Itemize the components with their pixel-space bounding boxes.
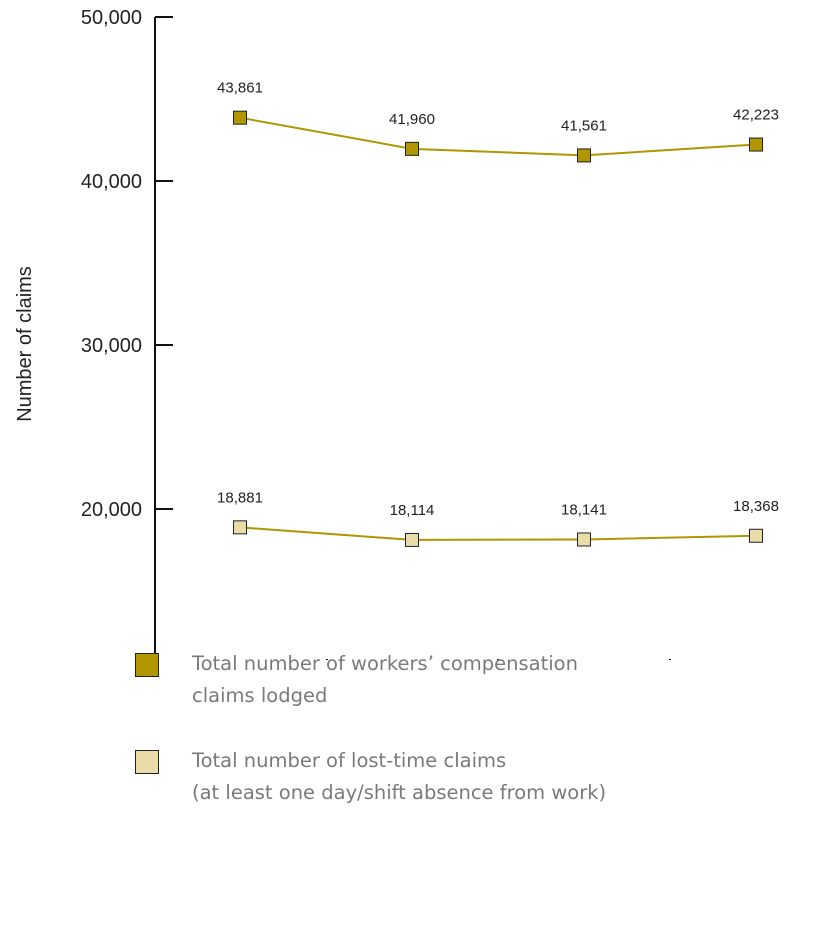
legend-swatch-lost-time xyxy=(135,750,159,774)
legend-item-workers-compensation: Total number of workers’ compensation cl… xyxy=(135,652,578,712)
series-1: 43,861 41,960 41,561 42,223 xyxy=(217,80,779,163)
legend-label-lost-time: Total number of lost-time claims (at lea… xyxy=(192,745,606,809)
series-group: 43,861 41,960 41,561 42,223 18,881 18,114 18,1… xyxy=(217,80,779,547)
legend-label-workers-compensation: Total number of workers’ compensation cl… xyxy=(192,648,578,712)
data-label: 41,960 xyxy=(389,111,435,128)
legend-label-line: Total number of lost-time claims xyxy=(192,749,507,772)
legend-swatch-workers-compensation xyxy=(135,653,159,677)
data-point-marker xyxy=(233,110,247,125)
data-label: 42,223 xyxy=(733,107,779,124)
y-axis-title: Number of claims xyxy=(14,266,36,422)
y-tick-label: 50,000 xyxy=(81,7,142,29)
y-tick-label: 20,000 xyxy=(81,499,142,521)
legend-label-line: claims lodged xyxy=(192,684,328,707)
data-point-marker xyxy=(577,532,591,547)
data-label: 18,114 xyxy=(390,502,435,519)
series-line xyxy=(239,116,757,157)
y-tick-label: 40,000 xyxy=(81,171,142,193)
data-point-marker xyxy=(749,528,763,543)
data-label: 41,561 xyxy=(561,117,607,134)
data-point-marker xyxy=(405,141,419,156)
series-line xyxy=(239,526,757,541)
data-point-marker xyxy=(577,148,591,163)
data-label: 18,368 xyxy=(733,498,779,515)
data-label: 18,141 xyxy=(561,501,607,518)
y-tick-label: 30,000 xyxy=(81,335,142,357)
legend-label-line: Total number of workers’ compensation xyxy=(192,652,578,675)
axes xyxy=(154,17,156,660)
data-label: 18,881 xyxy=(217,489,263,506)
legend-item-lost-time: Total number of lost-time claims (at lea… xyxy=(135,749,606,809)
series-2: 18,881 18,114 18,141 18,368 xyxy=(217,489,779,547)
data-point-marker xyxy=(405,532,419,547)
data-point-marker xyxy=(233,520,247,535)
data-label: 43,861 xyxy=(217,80,263,97)
legend-label-line: (at least one day/shift absence from wor… xyxy=(192,781,607,804)
data-point-marker xyxy=(749,137,763,152)
